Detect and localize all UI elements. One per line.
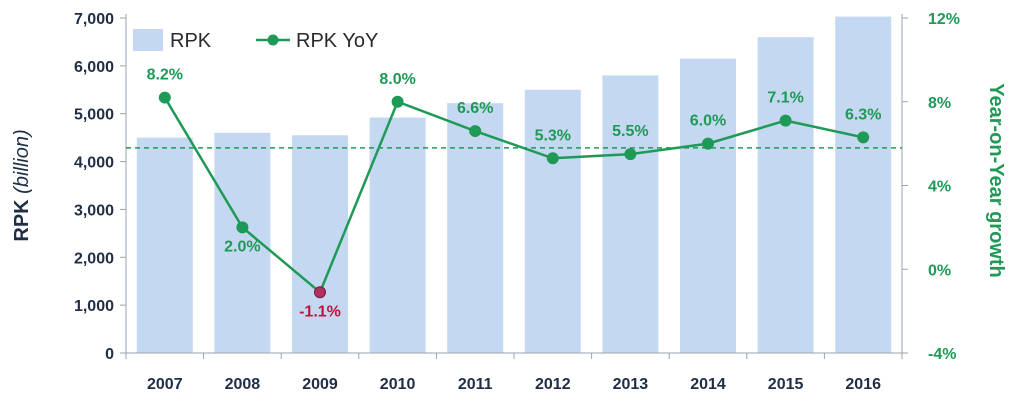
- left-tick-label: 6,000: [74, 59, 114, 76]
- x-tick-label: 2012: [535, 376, 571, 393]
- axes-layer: 0 1,000 2,000 3,000 4,000 5,000 6,000 7,000 -4% 0…: [11, 11, 1007, 393]
- yoy-label-2007: 8.2%: [147, 67, 183, 84]
- x-tick-label: 2007: [147, 376, 183, 393]
- left-tick-label: 2,000: [74, 250, 114, 267]
- left-axis-title: RPK (billion): [11, 129, 33, 241]
- bars-layer: [136, 16, 892, 354]
- x-tick-label: 2010: [380, 376, 416, 393]
- left-axis-title-main: RPK: [11, 194, 33, 242]
- yoy-point-2015: [779, 114, 792, 127]
- right-tick-label: 0%: [928, 262, 951, 279]
- bar-2011: [447, 103, 504, 353]
- legend-label-rpk-yoy: RPK YoY: [296, 30, 378, 52]
- left-tick-label: 0: [105, 346, 114, 363]
- x-tick-label: 2014: [690, 376, 726, 393]
- yoy-label-2009: -1.1%: [299, 303, 341, 320]
- right-tick-label: 4%: [928, 179, 951, 196]
- legend-swatch-marker: [267, 34, 279, 46]
- yoy-label-2011: 6.6%: [457, 100, 493, 117]
- x-tick-label: 2008: [225, 376, 261, 393]
- bar-2012: [524, 89, 581, 354]
- yoy-point-2012: [546, 152, 559, 165]
- bar-2007: [136, 137, 193, 353]
- bar-2014: [680, 58, 736, 354]
- legend-label-rpk: RPK: [170, 30, 212, 52]
- yoy-label-2012: 5.3%: [535, 127, 571, 144]
- yoy-point-2007: [158, 91, 171, 104]
- yoy-label-2010: 8.0%: [379, 71, 415, 88]
- right-tick-label: 8%: [928, 95, 951, 112]
- legend-swatch-rpk: [133, 29, 163, 51]
- yoy-label-2016: 6.3%: [845, 106, 881, 123]
- legend: RPK RPK YoY: [133, 29, 378, 52]
- yoy-point-2013: [624, 148, 637, 161]
- x-tick-label: 2009: [302, 376, 338, 393]
- left-axis-title-unit: (billion): [11, 129, 33, 193]
- yoy-point-2009: [314, 286, 326, 299]
- left-tick-label: 1,000: [74, 298, 114, 315]
- bar-2015: [757, 37, 814, 354]
- labels-layer: 8.2% 2.0% -1.1% 8.0% 6.6% 5.3% 5.5% 6.0% 7.1% 6.3…: [147, 67, 882, 321]
- yoy-label-2014: 6.0%: [690, 113, 726, 130]
- yoy-point-2008: [236, 221, 249, 234]
- yoy-point-2016: [857, 131, 870, 144]
- yoy-label-2013: 5.5%: [612, 123, 648, 140]
- right-axis-title: Year-on-Year growth: [985, 83, 1007, 278]
- x-tick-label: 2013: [613, 376, 649, 393]
- left-tick-label: 3,000: [74, 202, 114, 219]
- right-tick-label: 12%: [928, 11, 960, 28]
- line-layer: [158, 91, 870, 299]
- yoy-point-2014: [702, 137, 714, 150]
- left-tick-label: 5,000: [74, 107, 114, 124]
- x-tick-label: 2011: [458, 376, 493, 393]
- bar-2016: [835, 16, 892, 354]
- right-tick-label: -4%: [928, 346, 956, 363]
- yoy-label-2015: 7.1%: [767, 90, 803, 107]
- bar-2010: [369, 117, 426, 354]
- x-tick-label: 2015: [768, 376, 804, 393]
- yoy-label-2008: 2.0%: [224, 238, 260, 255]
- yoy-line: [163, 96, 864, 295]
- x-tick-label: 2016: [845, 376, 881, 393]
- left-tick-label: 7,000: [74, 11, 114, 28]
- yoy-point-2011: [469, 125, 482, 138]
- yoy-point-2010: [391, 95, 404, 108]
- left-tick-label: 4,000: [74, 155, 114, 172]
- bar-2013: [602, 75, 659, 353]
